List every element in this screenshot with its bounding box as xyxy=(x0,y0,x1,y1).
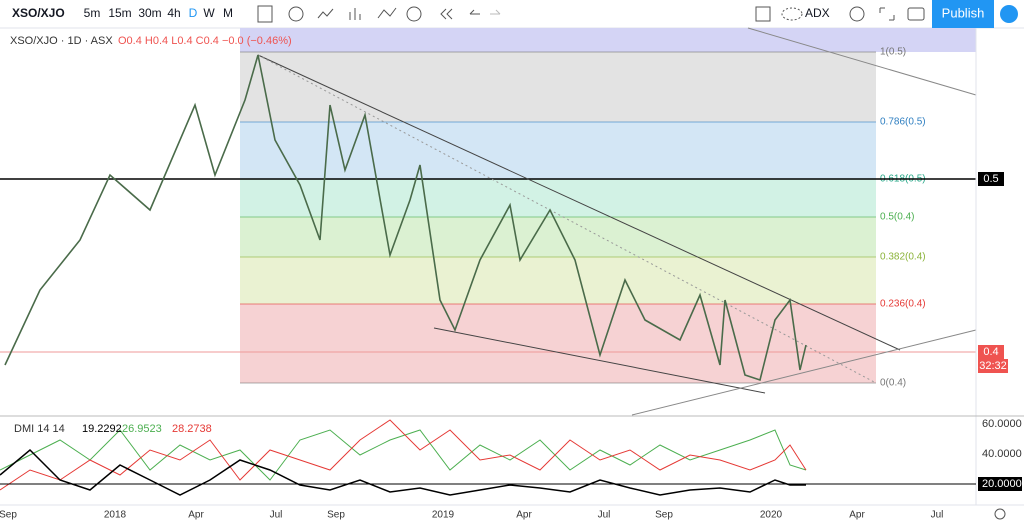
interval-button[interactable]: 15m xyxy=(108,6,131,20)
adx-line xyxy=(0,448,806,496)
price-series xyxy=(4,54,807,382)
fullscreen-icon[interactable] xyxy=(879,7,895,21)
countdown: 32:32 xyxy=(979,360,1007,372)
snapshot-icon[interactable] xyxy=(907,7,925,21)
fib-zone xyxy=(240,304,876,383)
stream-button[interactable] xyxy=(1000,5,1018,23)
layout-icon[interactable] xyxy=(755,6,771,22)
legend-title: XSO/XJO · 1D · ASX xyxy=(10,35,113,47)
trend-line[interactable] xyxy=(257,54,901,351)
time-label: Jul xyxy=(931,510,944,521)
trend-line[interactable] xyxy=(631,329,977,416)
alert-icon[interactable] xyxy=(406,6,422,22)
fib-label: 0.382(0.4) xyxy=(880,252,926,263)
fib-label: 0.236(0.4) xyxy=(880,299,926,310)
compare-icon[interactable] xyxy=(377,7,397,19)
fib-label: 0.786(0.5) xyxy=(880,117,926,128)
chart-type-icon[interactable] xyxy=(257,5,273,23)
indicator-axis-label: 60.0000 xyxy=(982,418,1022,430)
time-label: Apr xyxy=(188,510,204,521)
time-label: 2019 xyxy=(432,510,455,521)
fib-label: 0(0.4) xyxy=(880,378,906,389)
fib-zone xyxy=(240,217,876,257)
fib-zone xyxy=(240,28,976,52)
publish-button[interactable] xyxy=(932,0,994,28)
indicator-name: DMI 14 14 xyxy=(14,423,65,435)
indicator-axis-label: 40.0000 xyxy=(982,448,1022,460)
time-label: 2018 xyxy=(104,510,127,521)
trend-line[interactable] xyxy=(433,327,766,394)
interval-button[interactable]: D xyxy=(189,6,198,20)
axis-settings[interactable] xyxy=(994,508,1006,520)
cloud-icon[interactable] xyxy=(781,7,803,21)
fib-zone xyxy=(240,257,876,304)
draw-icon[interactable] xyxy=(317,8,334,19)
trend-line[interactable] xyxy=(747,27,977,96)
last-price: 0.4 xyxy=(983,346,998,358)
indicator-value: 19.2292 xyxy=(82,423,122,435)
indicators-icon[interactable] xyxy=(349,8,361,20)
level-badge xyxy=(978,172,1004,186)
symbol[interactable]: XSO/XJO xyxy=(12,6,65,20)
indicator-value: 26.9523 xyxy=(122,423,162,435)
fib-zone xyxy=(240,52,876,122)
level-label: 0.5 xyxy=(983,173,998,185)
time-label: Apr xyxy=(516,510,532,521)
toolbar xyxy=(0,0,1024,28)
interval-button[interactable]: M xyxy=(223,6,233,20)
fib-diagonal xyxy=(257,54,877,384)
legend-ohlc: O0.4 H0.4 L0.4 C0.4 −0.0 (−0.46%) xyxy=(118,35,292,47)
minus-di-line xyxy=(0,419,807,491)
time-label: Jul xyxy=(598,510,611,521)
indicator-value: 28.2738 xyxy=(172,423,212,435)
time-label: Jul xyxy=(270,510,283,521)
time-label: 2020 xyxy=(760,510,783,521)
interval-button[interactable]: 4h xyxy=(167,6,180,20)
last-price-badge xyxy=(978,345,1004,359)
plus-di-line xyxy=(0,429,807,481)
time-label: Apr xyxy=(849,510,865,521)
interval-button[interactable]: 30m xyxy=(138,6,161,20)
fib-label: 1(0.5) xyxy=(880,47,906,58)
undo-icon[interactable] xyxy=(469,9,480,15)
axis-badge xyxy=(978,477,1022,491)
fib-zone xyxy=(240,179,876,217)
settings-icon[interactable] xyxy=(849,6,865,22)
interval-button[interactable]: W xyxy=(203,6,215,20)
replay-icon[interactable] xyxy=(440,8,453,20)
redo-icon[interactable] xyxy=(490,9,501,15)
time-label: Sep xyxy=(0,510,17,521)
indicator-select[interactable]: ADX xyxy=(805,6,830,20)
interval-button[interactable]: 5m xyxy=(84,6,101,20)
fib-label: 0.5(0.4) xyxy=(880,212,914,223)
indicator-axis-label: 20.0000 xyxy=(982,478,1022,490)
time-label: Sep xyxy=(655,510,673,521)
publish-label[interactable]: Publish xyxy=(942,5,985,20)
time-label: Sep xyxy=(327,510,345,521)
countdown-badge xyxy=(978,359,1008,373)
add-indicator-icon[interactable] xyxy=(288,6,304,22)
